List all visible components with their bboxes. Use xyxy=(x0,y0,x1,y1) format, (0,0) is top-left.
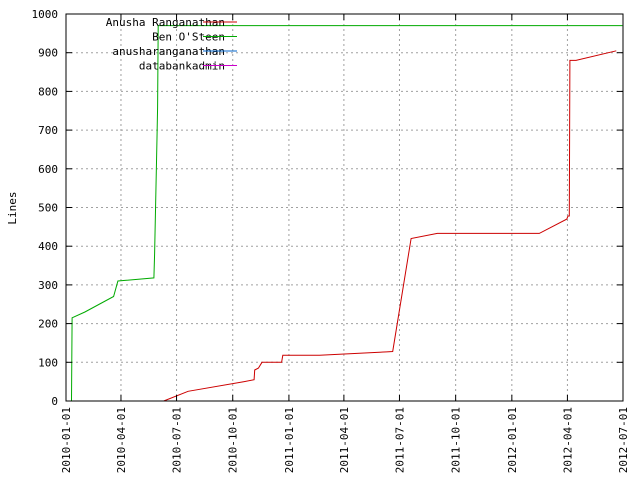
series-lines xyxy=(71,25,623,402)
x-tick-label: 2012-04-01 xyxy=(561,407,574,473)
x-tick-label: 2010-01-01 xyxy=(60,407,73,473)
y-tick-label: 400 xyxy=(38,240,58,253)
y-tick-label: 800 xyxy=(38,85,58,98)
series-line xyxy=(71,25,623,402)
x-axis-ticks: 2010-01-01 2010-04-01 2010-07-01 2010-10-01… xyxy=(60,14,630,473)
legend-label: anusharanganathan xyxy=(112,45,225,58)
x-tick-label: 2011-07-01 xyxy=(393,407,406,473)
x-tick-label: 2010-07-01 xyxy=(171,407,184,473)
x-tick-label: 2011-01-01 xyxy=(283,407,296,473)
y-axis-ticks: 0 100 200 300 400 500 600 700 800 900 1000 xyxy=(32,8,623,408)
legend: Anusha Ranganathan Ben O'Steenanusharanga… xyxy=(106,16,237,73)
legend-label: databankadmin xyxy=(139,60,225,73)
y-tick-label: 200 xyxy=(38,318,58,331)
y-axis-title: Lines xyxy=(6,191,19,224)
y-tick-label: 0 xyxy=(51,395,58,408)
y-tick-label: 500 xyxy=(38,202,58,215)
y-tick-label: 700 xyxy=(38,124,58,137)
y-tick-label: 900 xyxy=(38,47,58,60)
x-tick-label: 2011-04-01 xyxy=(338,407,351,473)
y-tick-label: 100 xyxy=(38,356,58,369)
legend-label: Anusha Ranganathan xyxy=(106,16,225,29)
x-tick-label: 2012-01-01 xyxy=(506,407,519,473)
x-tick-label: 2012-07-01 xyxy=(617,407,630,473)
x-tick-label: 2010-04-01 xyxy=(115,407,128,473)
x-tick-label: 2010-10-01 xyxy=(227,407,240,473)
y-tick-label: 600 xyxy=(38,163,58,176)
legend-label: Ben O'Steen xyxy=(152,31,225,44)
x-tick-label: 2011-10-01 xyxy=(450,407,463,473)
y-tick-label: 300 xyxy=(38,279,58,292)
y-tick-label: 1000 xyxy=(32,8,59,21)
series-line xyxy=(163,50,617,402)
